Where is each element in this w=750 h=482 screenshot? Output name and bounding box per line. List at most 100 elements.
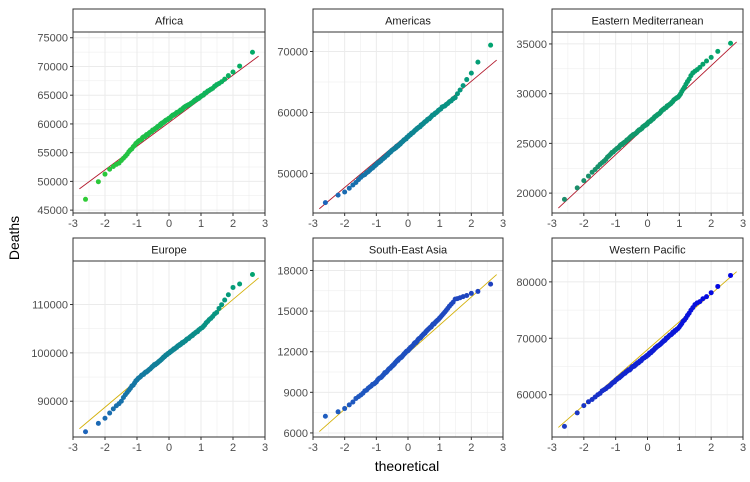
sample-point — [222, 76, 228, 82]
sample-point — [83, 429, 89, 435]
sample-point — [488, 281, 494, 287]
y-tick-label: 70000 — [516, 333, 547, 345]
x-tick-label: -2 — [579, 442, 589, 454]
sample-point — [581, 403, 587, 409]
facet-panel: Africa -3 -2 -1 0 1 2 3 45000 50000 55000 60000 6500… — [37, 8, 268, 230]
x-tick-label: -3 — [547, 218, 557, 230]
sample-point — [102, 415, 108, 421]
x-tick-label: -2 — [340, 442, 350, 454]
sample-point — [708, 290, 714, 296]
x-tick-label: -2 — [100, 218, 110, 230]
sample-point — [322, 200, 328, 206]
sample-point — [216, 305, 222, 311]
sample-point — [237, 281, 243, 287]
x-tick-label: 3 — [740, 218, 746, 230]
y-tick-label: 45000 — [37, 205, 68, 217]
x-tick-label: 3 — [500, 442, 506, 454]
y-tick-label: 70000 — [37, 61, 68, 73]
facet-strip — [312, 237, 504, 262]
x-tick-label: -3 — [308, 218, 318, 230]
y-tick-label: 65000 — [37, 90, 68, 102]
sample-point — [574, 410, 580, 416]
x-tick-label: 2 — [230, 218, 236, 230]
y-tick-label: 80000 — [516, 277, 547, 289]
x-tick-label: 2 — [230, 442, 236, 454]
sample-point — [322, 413, 328, 419]
sample-point — [346, 185, 352, 191]
sample-point — [561, 196, 567, 202]
y-tick-label: 110000 — [32, 300, 68, 312]
y-tick-label: 70000 — [277, 47, 308, 59]
facet-panel: Eastern Mediterranean -3 -2 -1 0 1 2 3 20000 2500… — [516, 8, 746, 230]
y-tick-label: 60000 — [37, 119, 68, 131]
sample-point — [230, 69, 236, 75]
facet-strip — [72, 8, 266, 33]
sample-point — [249, 271, 255, 277]
sample-point — [102, 171, 108, 177]
sample-point — [222, 297, 228, 303]
facet-strip-label: South-East Asia — [369, 245, 448, 257]
sample-point — [704, 58, 710, 64]
y-tick-label: 90000 — [37, 396, 68, 408]
sample-point — [697, 64, 703, 70]
x-tick-label: -1 — [371, 218, 381, 230]
facet-strip-label: Americas — [385, 16, 431, 28]
sample-point — [488, 42, 494, 48]
sample-point — [464, 77, 470, 83]
sample-point — [581, 178, 587, 184]
sample-point — [452, 95, 458, 101]
x-tick-label: -2 — [100, 442, 110, 454]
sample-point — [110, 406, 116, 412]
x-tick-label: 1 — [437, 218, 443, 230]
sample-point — [464, 292, 470, 298]
sample-point — [95, 179, 101, 185]
x-axis-title: theoretical — [375, 458, 440, 474]
x-tick-label: -1 — [371, 442, 381, 454]
x-tick-label: -3 — [547, 442, 557, 454]
sample-point — [475, 288, 481, 294]
x-tick-label: 1 — [198, 218, 204, 230]
facet-strip-label: Eastern Mediterranean — [592, 16, 704, 28]
y-tick-label: 15000 — [277, 306, 308, 318]
x-tick-label: 0 — [644, 442, 650, 454]
x-tick-label: -1 — [132, 442, 142, 454]
sample-point — [700, 296, 706, 302]
sample-point — [225, 292, 231, 298]
sample-point — [342, 406, 348, 412]
x-tick-label: 2 — [708, 218, 714, 230]
sample-point — [237, 63, 243, 69]
x-tick-label: -3 — [68, 218, 78, 230]
y-tick-label: 35000 — [516, 39, 547, 51]
x-tick-label: 0 — [644, 218, 650, 230]
y-tick-label: 18000 — [277, 265, 308, 277]
sample-point — [95, 420, 101, 426]
x-tick-label: 0 — [405, 442, 411, 454]
x-tick-label: 3 — [262, 218, 268, 230]
sample-point — [219, 302, 225, 308]
x-tick-label: 3 — [740, 442, 746, 454]
sample-point — [715, 48, 721, 54]
sample-point — [700, 61, 706, 67]
facet-panel: Americas -3 -2 -1 0 1 2 3 50000 60000 70000 — [277, 8, 506, 230]
x-tick-label: 1 — [437, 442, 443, 454]
y-tick-label: 50000 — [37, 176, 68, 188]
y-tick-label: 6000 — [284, 428, 308, 440]
sample-point — [715, 283, 721, 289]
sample-point — [335, 409, 341, 415]
x-tick-label: -1 — [611, 442, 621, 454]
x-tick-label: 1 — [676, 442, 682, 454]
sample-point — [457, 87, 463, 93]
sample-point — [118, 398, 124, 404]
sample-point — [475, 59, 481, 65]
sample-point — [230, 284, 236, 290]
facet-strip-label: Western Pacific — [609, 245, 686, 257]
facet-panel: Western Pacific -3 -2 -1 0 1 2 3 60000 70000 80000 — [516, 237, 746, 454]
x-tick-label: 1 — [198, 442, 204, 454]
sample-point — [83, 196, 89, 202]
sample-point — [107, 410, 113, 416]
facet-strip — [551, 8, 744, 33]
facet-strip-label: Africa — [155, 16, 184, 28]
x-tick-label: 3 — [262, 442, 268, 454]
